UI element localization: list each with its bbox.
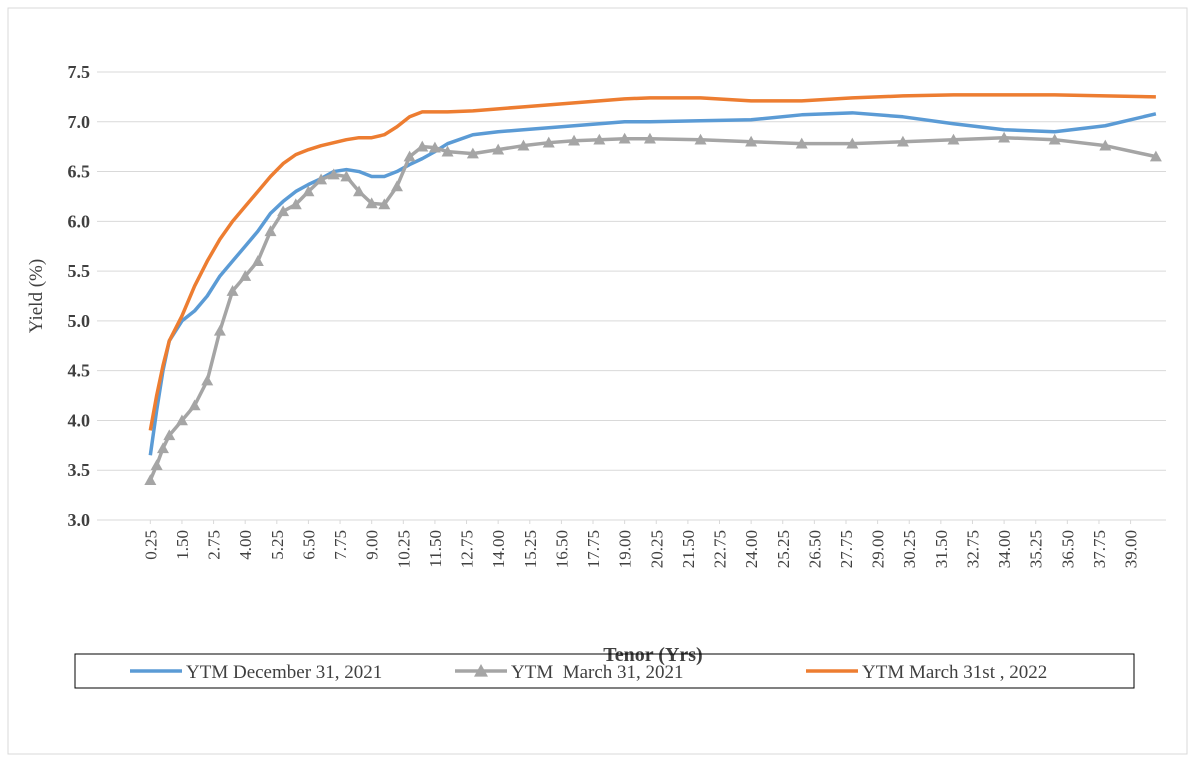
point-marker [175,414,188,426]
point-marker [896,135,909,147]
point-marker [947,133,960,145]
series-line [148,135,1157,481]
point-marker [542,136,555,148]
point-marker [188,399,201,411]
x-tick-label: 4.00 [236,530,255,560]
y-tick-label: 6.0 [68,211,91,231]
y-tick-label: 3.5 [68,460,91,480]
x-tick-label: 29.00 [869,530,888,568]
point-marker [403,150,416,162]
x-tick-label: 37.75 [1090,530,1109,568]
x-tick-label: 7.75 [331,530,350,560]
y-tick-label: 7.0 [68,112,91,132]
x-tick-label: 0.25 [141,530,160,560]
x-tick-label: 1.50 [173,530,192,560]
y-tick-label: 5.0 [68,311,91,331]
x-tick-label: 11.50 [426,530,445,568]
x-tick-label: 32.75 [963,530,982,568]
point-marker [239,270,252,281]
point-marker [568,134,581,146]
x-tick-label: 9.00 [363,530,382,560]
x-tick-label: 39.00 [1122,530,1141,568]
point-marker [998,131,1011,143]
point-marker [264,225,277,237]
point-marker [390,180,403,192]
point-marker [694,133,707,145]
point-marker [846,137,859,149]
y-tick-label: 6.5 [68,162,91,182]
point-marker [466,147,479,159]
legend-label: YTM March 31st , 2022 [862,662,1047,683]
legend-label: YTM March 31, 2021 [511,662,684,683]
legend-box [74,653,1135,689]
y-tick-label: 4.5 [68,361,91,381]
x-tick-label: 17.75 [584,530,603,568]
point-marker [492,143,505,155]
point-marker [745,135,758,147]
point-marker [163,429,176,441]
y-tick-label: 4.0 [68,410,91,430]
x-tick-label: 27.75 [837,530,856,568]
x-tick-label: 21.50 [679,530,698,568]
x-tick-label: 12.75 [458,530,477,568]
point-marker [156,442,169,454]
x-tick-label: 10.25 [394,530,413,568]
point-marker [201,374,214,386]
y-tick-label: 7.5 [68,62,91,82]
point-marker [1048,133,1061,145]
point-marker [1149,150,1162,162]
x-tick-label: 31.50 [932,530,951,568]
point-marker [226,285,239,296]
point-marker [327,168,340,180]
point-marker [302,185,315,197]
x-tick-label: 19.00 [616,530,635,568]
point-marker [643,132,656,144]
x-tick-label: 5.25 [268,530,287,560]
x-tick-label: 6.50 [299,530,318,560]
series-line [148,93,1156,431]
x-tick-label: 34.00 [995,530,1014,568]
point-marker [315,173,328,185]
x-tick-label: 2.75 [205,530,224,560]
point-marker [795,137,808,149]
point-marker [428,141,441,153]
x-tick-label: 16.50 [552,530,571,568]
point-marker [251,255,264,266]
x-tick-label: 26.50 [805,530,824,568]
point-marker [277,205,290,217]
point-marker [593,133,606,145]
x-tick-label: 15.25 [521,530,540,568]
point-marker [213,324,226,336]
legend-marker [474,664,488,677]
point-marker [378,198,391,210]
x-tick-label: 30.25 [900,530,919,568]
x-tick-label: 24.00 [742,530,761,568]
x-tick-label: 25.25 [774,530,793,568]
x-tick-label: 35.25 [1027,530,1046,568]
point-marker [340,170,353,182]
y-axis-label: Yield (%) [26,259,47,333]
point-marker [353,185,366,197]
y-tick-label: 5.5 [68,261,91,281]
y-tick-label: 3.0 [68,510,91,530]
point-marker [1099,139,1112,151]
point-marker [618,132,631,144]
x-tick-label: 20.25 [647,530,666,568]
point-marker [441,145,454,157]
point-marker [289,198,302,210]
point-marker [150,459,163,471]
x-tick-label: 14.00 [489,530,508,568]
point-marker [365,197,378,209]
point-marker [144,474,157,485]
x-tick-label: 36.50 [1058,530,1077,568]
point-marker [517,139,530,151]
x-axis-label: Tenor (Yrs) [603,644,702,666]
x-tick-label: 22.75 [711,530,730,568]
legend-label: YTM December 31, 2021 [186,662,382,683]
chart-frame [7,7,1188,755]
point-marker [416,140,429,152]
